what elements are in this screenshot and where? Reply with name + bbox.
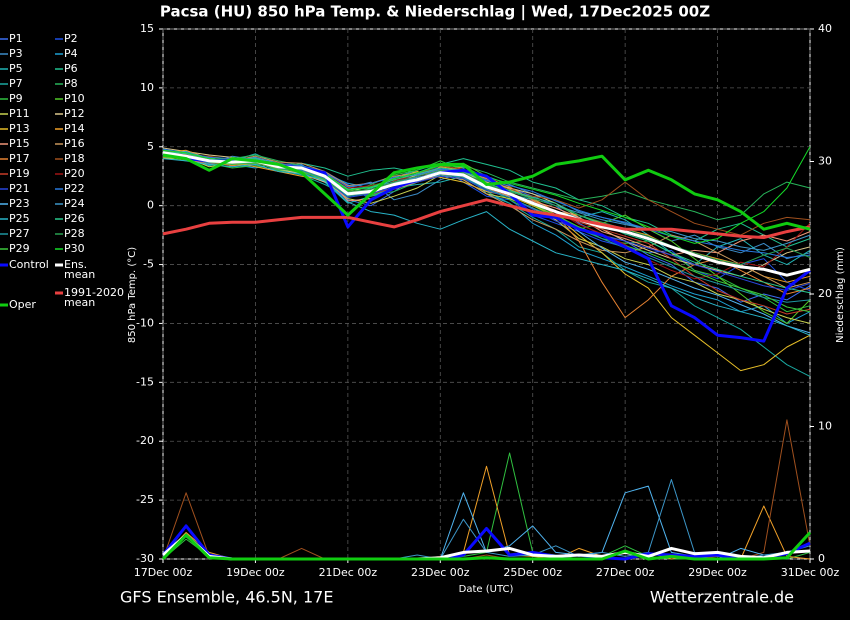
temp-line <box>162 152 811 266</box>
y2-tick-label: 20 <box>818 287 832 300</box>
legend-label: P23 <box>9 197 30 210</box>
y-tick-label: 10 <box>140 81 154 94</box>
legend-label: P11 <box>9 107 30 120</box>
legend-label: P9 <box>9 92 23 105</box>
y2-tick-label: 30 <box>818 155 832 168</box>
legend-label: P12 <box>64 107 85 120</box>
legend-label: P3 <box>9 47 23 60</box>
legend-label: P1 <box>9 32 23 45</box>
x-tick-label: 29Dec 00z <box>688 566 747 579</box>
precip-line <box>162 452 811 560</box>
precip-line <box>162 465 811 560</box>
legend-label: P8 <box>64 77 78 90</box>
y-tick-label: -10 <box>136 316 154 329</box>
legend-label: P6 <box>64 62 78 75</box>
legend-label: P7 <box>9 77 23 90</box>
x-tick-label: 23Dec 00z <box>411 566 470 579</box>
temp-line <box>162 153 811 260</box>
temp-line <box>162 151 811 289</box>
legend-label: P2 <box>64 32 78 45</box>
legend-label: P13 <box>9 122 30 135</box>
temp-line <box>162 151 811 221</box>
footer-site: Wetterzentrale.de <box>650 588 794 607</box>
temp-line <box>162 153 811 266</box>
x-axis-label: Date (UTC) <box>459 584 514 595</box>
legend-label: P20 <box>64 167 85 180</box>
legend-label: P24 <box>64 197 85 210</box>
x-tick-label: 27Dec 00z <box>596 566 655 579</box>
y2-axis-label: Niederschlag (mm) <box>835 247 846 343</box>
precip-line <box>161 531 812 561</box>
footer-source: GFS Ensemble, 46.5N, 17E <box>120 588 333 607</box>
x-tick-label: 19Dec 00z <box>226 566 285 579</box>
legend-label: P21 <box>9 182 30 195</box>
y2-tick-label: 40 <box>818 22 832 35</box>
y-tick-label: 5 <box>147 140 154 153</box>
legend-label: P5 <box>9 62 23 75</box>
legend-label: P19 <box>9 167 30 180</box>
legend-label: P27 <box>9 227 30 240</box>
legend-label: 1991-2020 mean <box>64 286 124 309</box>
legend-label: P28 <box>64 227 85 240</box>
legend-label: P18 <box>64 152 85 165</box>
y-axis-label: 850 hPa Temp. (°C) <box>127 247 138 343</box>
legend-label: P14 <box>64 122 85 135</box>
x-tick-label: 31Dec 00z <box>781 566 840 579</box>
legend-label: P16 <box>64 137 85 150</box>
y-tick-label: -25 <box>136 493 154 506</box>
precip-line <box>162 419 811 560</box>
legend-label: Ens. mean <box>64 258 95 281</box>
x-tick-label: 21Dec 00z <box>319 566 378 579</box>
legend-label: P26 <box>64 212 85 225</box>
y2-tick-label: 10 <box>818 420 832 433</box>
temp-line <box>162 198 811 239</box>
legend-label: P15 <box>9 137 30 150</box>
temp-line <box>162 149 811 283</box>
chart-title: Pacsa (HU) 850 hPa Temp. & Niederschlag … <box>160 3 710 22</box>
precip-line <box>162 485 811 560</box>
legend-label: P10 <box>64 92 85 105</box>
legend-label: P29 <box>9 242 30 255</box>
x-tick-label: 25Dec 00z <box>503 566 562 579</box>
temp-line <box>162 151 811 277</box>
y-tick-label: -30 <box>136 552 154 565</box>
legend-label: P30 <box>64 242 85 255</box>
y-tick-label: 0 <box>147 199 154 212</box>
y-tick-label: -5 <box>143 258 154 271</box>
temp-line <box>162 158 811 336</box>
y2-tick-label: 0 <box>818 552 825 565</box>
temp-line <box>162 153 811 231</box>
x-tick-label: 17Dec 00z <box>134 566 193 579</box>
y-tick-label: -20 <box>136 434 154 447</box>
legend-label: Oper <box>9 298 36 311</box>
y-tick-label: -15 <box>136 375 154 388</box>
legend-label: P17 <box>9 152 30 165</box>
y-tick-label: 15 <box>140 22 154 35</box>
legend-label: P22 <box>64 182 85 195</box>
legend-label: P25 <box>9 212 30 225</box>
precip-line <box>162 479 811 560</box>
legend-label: Control <box>9 258 49 271</box>
legend-label: P4 <box>64 47 78 60</box>
